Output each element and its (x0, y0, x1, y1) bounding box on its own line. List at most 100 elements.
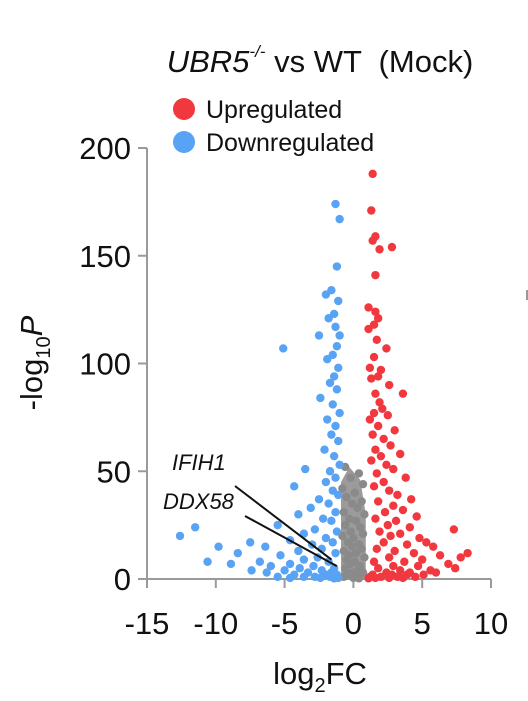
data-point-downregulated (306, 503, 315, 513)
points-upregulated (364, 169, 472, 583)
data-point-downregulated (331, 507, 340, 517)
data-point-upregulated (413, 561, 423, 571)
data-point-downregulated (331, 473, 340, 482)
data-point-downregulated (203, 557, 212, 566)
data-point-downregulated (226, 559, 236, 569)
data-point-upregulated (418, 555, 427, 564)
x-axis-label: log2FC (273, 656, 367, 697)
x-tick-label: 5 (414, 606, 431, 641)
data-point-upregulated (375, 527, 384, 536)
legend-label-upregulated: Upregulated (206, 96, 342, 124)
x-tick-label: -15 (125, 606, 170, 641)
data-point-upregulated (429, 542, 438, 551)
legend-label-downregulated: Downregulated (206, 129, 374, 157)
legend-marker-upregulated (173, 98, 195, 120)
data-point-downregulated (318, 514, 328, 523)
data-point-upregulated (375, 398, 384, 407)
data-point-downregulated (309, 561, 318, 571)
data-point-upregulated (371, 573, 380, 583)
data-point-upregulated (384, 486, 394, 495)
data-point-downregulated (262, 568, 271, 577)
data-point-downregulated (280, 566, 289, 575)
data-point-upregulated (371, 514, 380, 523)
data-point-downregulated (310, 525, 320, 534)
y-tick-label: 150 (79, 239, 131, 274)
data-point-downregulated (273, 520, 282, 530)
data-point-downregulated (314, 495, 324, 504)
ylabel-sub: 10 (33, 336, 55, 358)
y-tick-label: 50 (97, 454, 131, 489)
data-point-upregulated (365, 415, 375, 424)
data-point-downregulated (328, 400, 337, 409)
data-point-upregulated (431, 568, 441, 577)
data-point-downregulated (285, 559, 295, 569)
y-axis-label: -log10P (14, 315, 55, 410)
data-point-upregulated (379, 538, 388, 547)
data-point-upregulated (398, 573, 408, 583)
data-point-upregulated (369, 352, 379, 362)
ylabel-tail: P (14, 315, 49, 336)
data-point-upregulated (400, 557, 409, 566)
x-tick-label: 0 (345, 606, 362, 641)
data-point-upregulated (451, 564, 460, 573)
data-point-downregulated (332, 527, 342, 536)
legend: Upregulated Downregulated (173, 96, 374, 157)
data-point-downregulated (279, 344, 288, 353)
data-point-upregulated (369, 557, 379, 566)
data-point-downregulated (331, 199, 340, 209)
data-point-downregulated (261, 542, 270, 551)
title-superscript: -/- (249, 42, 265, 61)
data-point-downregulated (321, 533, 331, 543)
data-point-upregulated (390, 426, 399, 435)
data-point-upregulated (463, 548, 472, 558)
data-point-upregulated (367, 374, 376, 383)
data-point-upregulated (384, 553, 394, 562)
data-point-upregulated (449, 525, 459, 534)
data-point-upregulated (402, 540, 412, 549)
data-point-downregulated (301, 464, 310, 474)
data-point-upregulated (398, 505, 408, 515)
annotation-leader-line (244, 515, 338, 567)
data-point-downregulated (321, 477, 331, 487)
data-point-upregulated (386, 531, 395, 541)
data-point-downregulated (290, 482, 299, 491)
data-point-upregulated (411, 572, 420, 582)
data-point-upregulated (371, 307, 380, 316)
axes: 0 50 100 150 200 -15 -10 -5 0 5 10 (79, 131, 508, 641)
data-point-upregulated (406, 495, 416, 504)
data-point-nonsignificant (354, 469, 364, 478)
data-point-upregulated (373, 372, 383, 381)
data-point-downregulated (214, 542, 223, 551)
data-point-downregulated (332, 262, 342, 271)
y-ticks: 0 50 100 150 200 (79, 131, 147, 597)
data-point-downregulated (335, 460, 344, 469)
data-point-upregulated (369, 408, 379, 418)
data-point-upregulated (383, 411, 392, 420)
points-nonsignificant (338, 462, 369, 583)
data-point-downregulated (294, 510, 303, 519)
data-point-downregulated (299, 572, 309, 582)
data-point-upregulated (409, 548, 419, 558)
data-point-downregulated (329, 451, 339, 461)
data-point-upregulated (373, 314, 383, 323)
data-point-upregulated (384, 573, 394, 583)
data-point-upregulated (373, 497, 383, 506)
data-point-upregulated (415, 533, 424, 543)
data-point-upregulated (373, 564, 383, 573)
data-point-upregulated (435, 551, 445, 560)
data-point-upregulated (405, 523, 415, 532)
data-point-upregulated (368, 169, 377, 179)
data-point-downregulated (335, 408, 344, 418)
data-point-upregulated (401, 473, 410, 482)
data-point-upregulated (371, 270, 380, 280)
data-point-downregulated (334, 490, 343, 500)
data-point-downregulated (247, 566, 256, 575)
xlabel-base: log (273, 656, 314, 691)
y-tick-label: 200 (79, 131, 131, 166)
data-point-upregulated (444, 559, 453, 569)
data-point-upregulated (371, 445, 380, 454)
data-point-upregulated (386, 441, 395, 450)
data-point-downregulated (324, 499, 333, 508)
data-point-downregulated (276, 551, 285, 560)
title-gene: UBR5 (167, 44, 250, 79)
